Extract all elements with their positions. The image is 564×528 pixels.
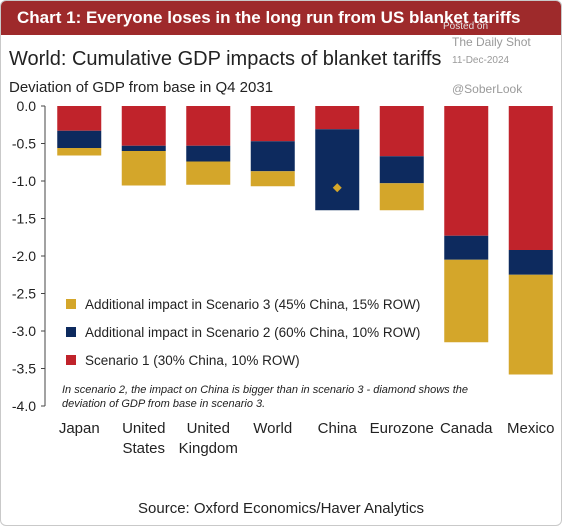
bar-segment-series-1 bbox=[379, 106, 424, 157]
bar-segment-series-1 bbox=[121, 106, 166, 146]
x-category-label: Kingdom bbox=[179, 440, 238, 457]
x-category-label: Mexico bbox=[507, 420, 555, 437]
x-category-label: Japan bbox=[59, 420, 100, 437]
bar-segment-series-1 bbox=[57, 106, 102, 131]
legend-label: Scenario 1 (30% China, 10% ROW) bbox=[85, 353, 300, 368]
bar-segment-series-2 bbox=[379, 156, 424, 184]
chart-note: deviation of GDP from base in scenario 3… bbox=[62, 398, 265, 410]
legend-swatch bbox=[66, 355, 76, 365]
chart-note: In scenario 2, the impact on China is bi… bbox=[62, 384, 468, 396]
bar-segment-series-3 bbox=[444, 259, 489, 343]
watermark-posted: Posted on bbox=[443, 21, 489, 32]
bar-segment-series-2 bbox=[508, 250, 553, 275]
y-tick-label: -3.0 bbox=[12, 323, 36, 339]
bar-segment-series-1 bbox=[186, 106, 231, 146]
bar-segment-series-3 bbox=[508, 274, 553, 375]
bar-segment-series-3 bbox=[186, 161, 231, 185]
x-category-label: United bbox=[122, 420, 165, 437]
y-tick-label: -1.5 bbox=[12, 211, 36, 227]
source-note: Source: Oxford Economics/Haver Analytics bbox=[138, 500, 424, 517]
legend-swatch bbox=[66, 299, 76, 309]
chart-subtitle: Deviation of GDP from base in Q4 2031 bbox=[9, 79, 274, 96]
bar-segment-series-1 bbox=[250, 106, 295, 142]
chart-title: World: Cumulative GDP impacts of blanket… bbox=[9, 48, 442, 70]
bar-segment-series-3 bbox=[57, 148, 102, 156]
bar-segment-series-1 bbox=[315, 106, 360, 130]
bar-segment-series-2 bbox=[186, 145, 231, 162]
bar-segment-series-2 bbox=[444, 235, 489, 260]
bar-segment-series-1 bbox=[508, 106, 553, 250]
bar-segment-series-2 bbox=[250, 141, 295, 172]
x-category-label: China bbox=[318, 420, 358, 437]
y-tick-label: -2.5 bbox=[12, 286, 36, 302]
header-band: Chart 1: Everyone loses in the long run … bbox=[1, 1, 561, 35]
y-tick-label: -1.0 bbox=[12, 173, 36, 189]
bar-segment-series-3 bbox=[121, 151, 166, 186]
y-tick-label: -2.0 bbox=[12, 248, 36, 264]
y-tick-label: -3.5 bbox=[12, 361, 36, 377]
bar-segment-series-1 bbox=[444, 106, 489, 236]
bar-segment-series-2 bbox=[315, 129, 360, 211]
bar-segment-series-3 bbox=[379, 183, 424, 211]
x-category-label: Eurozone bbox=[370, 420, 434, 437]
x-category-label: United bbox=[187, 420, 230, 437]
y-tick-label: 0.0 bbox=[17, 98, 37, 114]
x-category-label: States bbox=[122, 440, 165, 457]
header-title: Chart 1: Everyone loses in the long run … bbox=[17, 8, 521, 27]
diamond-marker bbox=[332, 183, 342, 193]
y-tick-label: -4.0 bbox=[12, 398, 36, 414]
x-category-label: World bbox=[253, 420, 292, 437]
y-tick-label: -0.5 bbox=[12, 136, 36, 152]
legend-swatch bbox=[66, 327, 76, 337]
bar-segment-series-2 bbox=[57, 130, 102, 148]
watermark-site: The Daily Shot bbox=[452, 35, 531, 49]
legend-label: Additional impact in Scenario 2 (60% Chi… bbox=[85, 325, 420, 340]
x-category-label: Canada bbox=[440, 420, 493, 437]
bar-segment-series-2 bbox=[121, 145, 166, 151]
watermark-handle: @SoberLook bbox=[452, 82, 523, 96]
watermark-date: 11-Dec-2024 bbox=[452, 55, 510, 66]
legend-label: Additional impact in Scenario 3 (45% Chi… bbox=[85, 297, 420, 312]
bar-segment-series-3 bbox=[250, 171, 295, 187]
